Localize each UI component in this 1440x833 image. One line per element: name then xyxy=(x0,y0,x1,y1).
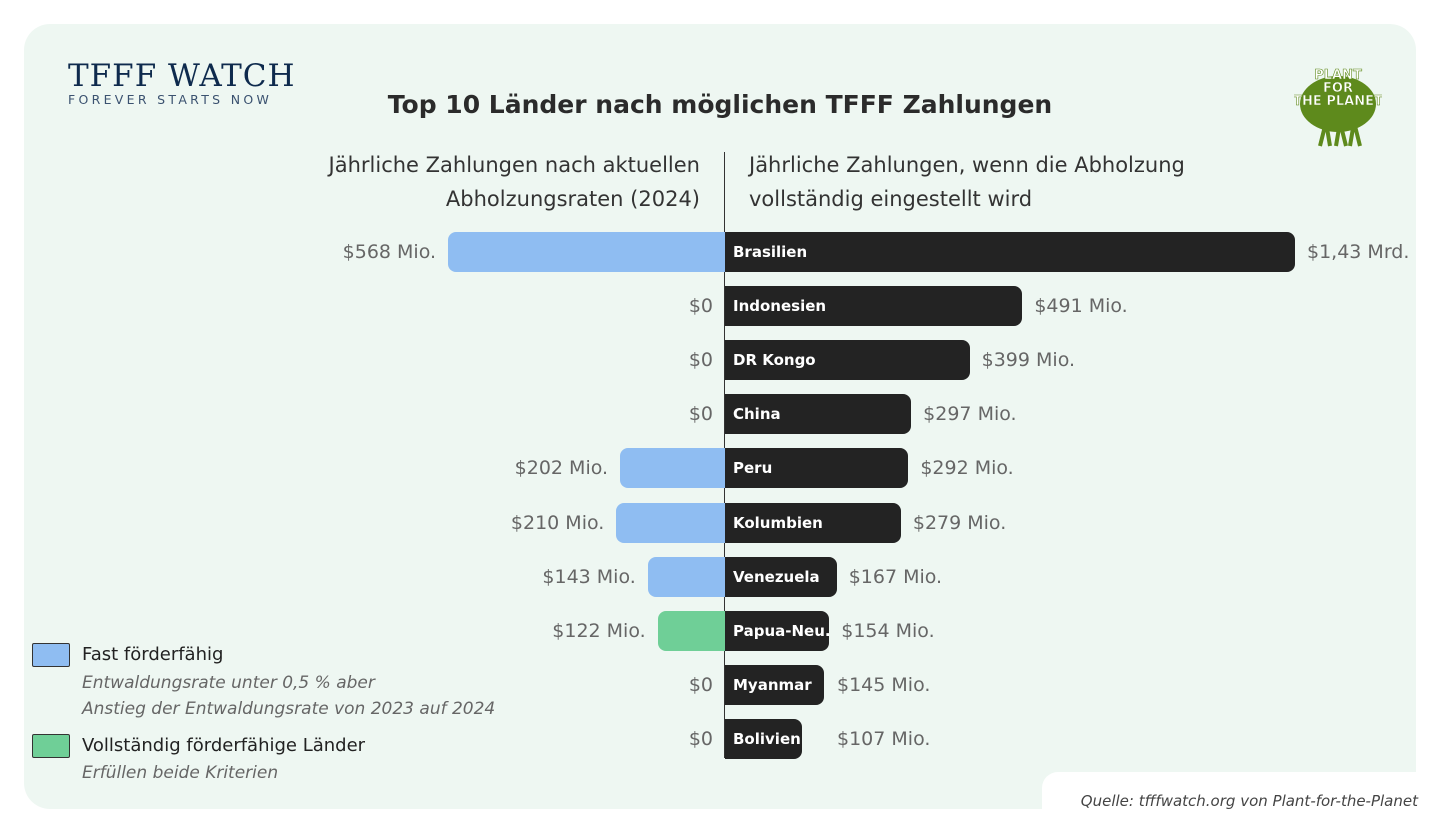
right-bar: Myanmar xyxy=(725,664,825,705)
country-label: Bolivien xyxy=(733,729,801,748)
svg-text:PLANT: PLANT xyxy=(1314,68,1362,83)
right-value-label: $145 Mio. xyxy=(837,673,931,696)
right-bar: Brasilien xyxy=(725,232,1295,272)
right-header: Jährliche Zahlungen, wenn die Abholzung … xyxy=(749,153,1185,211)
right-bar: DR Kongo xyxy=(725,340,970,381)
right-value-label: $297 Mio. xyxy=(923,403,1017,426)
left-bar xyxy=(448,232,725,272)
right-bar: Venezuela xyxy=(725,556,837,597)
svg-text:THE PLANET: THE PLANET xyxy=(1294,94,1382,109)
left-bar xyxy=(647,556,725,597)
source-text: Quelle: tfffwatch.org von Plant-for-the-… xyxy=(1080,792,1418,810)
country-label: Venezuela xyxy=(733,567,820,586)
left-value-label: $210 Mio. xyxy=(510,511,605,534)
country-label: Brasilien xyxy=(733,243,808,261)
logo-title: TFFF WATCH xyxy=(68,58,296,94)
legend-note: Anstieg der Entwaldungsrate von 2023 auf… xyxy=(82,699,496,719)
legend-label-full: Vollständig förderfähige Länder xyxy=(82,735,366,756)
country-label: Indonesien xyxy=(733,297,827,316)
left-bar xyxy=(620,448,725,489)
right-bar: Indonesien xyxy=(725,286,1023,327)
legend-note: Erfüllen beide Kriterien xyxy=(82,763,279,783)
chart-card xyxy=(24,24,1416,809)
right-value-label: $292 Mio. xyxy=(920,457,1014,480)
right-bar: Kolumbien xyxy=(725,502,901,543)
svg-text:FOR: FOR xyxy=(1323,81,1353,96)
country-label: DR Kongo xyxy=(733,351,816,370)
source-box: Quelle: tfffwatch.org von Plant-for-the-… xyxy=(1042,772,1440,833)
chart-title: Top 10 Länder nach möglichen TFFF Zahlun… xyxy=(387,90,1053,119)
left-value-label: $0 xyxy=(688,403,713,426)
left-value-label: $568 Mio. xyxy=(342,241,437,263)
left-value-label: $0 xyxy=(688,727,713,750)
legend-swatch-full xyxy=(32,734,70,758)
country-label: Papua-Neu. xyxy=(733,621,831,640)
left-value-label: $202 Mio. xyxy=(514,457,609,480)
right-value-label: $491 Mio. xyxy=(1034,295,1128,318)
left-value-label: $0 xyxy=(688,295,713,318)
tfff-watch-logo: TFFF WATCH FOREVER STARTS NOW xyxy=(68,60,296,107)
country-label: Peru xyxy=(733,459,773,478)
left-bar xyxy=(616,502,725,543)
legend-note: Entwaldungsrate unter 0,5 % aber xyxy=(82,673,375,693)
left-header: Jährliche Zahlungen nach aktuellen Abhol… xyxy=(328,153,700,211)
left-value-label: $122 Mio. xyxy=(552,619,646,642)
legend-label-almost: Fast förderfähig xyxy=(82,644,224,665)
right-bar: Peru xyxy=(725,448,909,489)
left-bar xyxy=(657,610,725,651)
right-value-label: $1,43 Mrd. xyxy=(1307,241,1410,263)
country-label: China xyxy=(733,405,781,424)
logo-tagline: FOREVER STARTS NOW xyxy=(68,92,273,107)
right-value-label: $154 Mio. xyxy=(841,619,935,642)
right-bar: Bolivien xyxy=(725,718,803,759)
left-value-label: $143 Mio. xyxy=(542,565,636,588)
right-bar: Papua-Neu. xyxy=(725,610,831,651)
right-value-label: $167 Mio. xyxy=(848,565,943,588)
legend-swatch-almost xyxy=(32,643,70,667)
left-value-label: $0 xyxy=(688,673,713,696)
right-value-label: $107 Mio. xyxy=(837,727,931,750)
right-bar: China xyxy=(725,394,912,435)
right-value-label: $279 Mio. xyxy=(912,511,1007,534)
country-label: Kolumbien xyxy=(733,513,823,532)
right-value-label: $399 Mio. xyxy=(981,349,1076,372)
left-value-label: $0 xyxy=(688,349,713,372)
country-label: Myanmar xyxy=(733,675,812,694)
